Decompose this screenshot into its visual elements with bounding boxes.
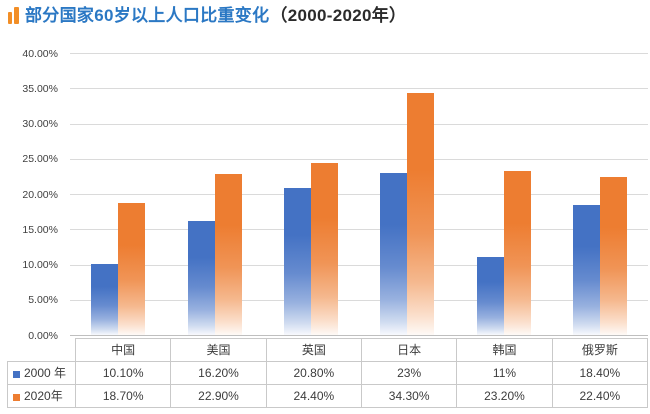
value-cell-中国-2000年: 10.10%	[74, 361, 172, 385]
y-axis-label-0: 0.00%	[28, 329, 58, 342]
value-cell-俄罗斯-2000年: 18.40%	[551, 361, 649, 385]
gridline-5	[70, 299, 648, 301]
y-axis-label-40: 40.00%	[22, 47, 58, 60]
col-header-中国: 中国	[74, 338, 172, 362]
gridline-10	[70, 264, 648, 266]
legend-label-2000年: 2000 年	[24, 366, 67, 380]
page-title: 部分国家60岁以上人口比重变化（2000-2020年）	[25, 6, 406, 26]
legend-cell-2000年: 2000 年	[7, 361, 76, 385]
bar-2000年-韩国	[476, 257, 504, 335]
bar-2020年-英国	[310, 162, 338, 335]
bar-2020年-美国	[214, 173, 242, 335]
col-header-俄罗斯: 俄罗斯	[551, 338, 649, 362]
value-cell-美国-2000年: 16.20%	[170, 361, 267, 385]
gridline-15	[70, 229, 648, 231]
value-cell-英国-2020年: 24.40%	[265, 384, 362, 408]
y-axis-label-25: 25.00%	[22, 153, 58, 166]
bar-2000年-英国	[283, 188, 311, 335]
data-table: 中国 美国 英国 日本 韩国 俄罗斯 2000 年 10.10% 16.20% 20.80% 23%…	[7, 338, 649, 408]
page-title-main: 部分国家60岁以上人口比重变化	[25, 6, 270, 25]
bar-2000年-日本	[380, 172, 408, 335]
bar-2000年-中国	[91, 263, 119, 335]
gridline-35	[70, 88, 648, 90]
bar-2020年-中国	[118, 203, 146, 335]
data-table-wrap: 中国 美国 英国 日本 韩国 俄罗斯 2000 年 10.10% 16.20% 20.80% 23%…	[7, 338, 649, 408]
legend-cell-2020年: 2020年	[7, 384, 76, 408]
bar-2020年-韩国	[503, 171, 531, 335]
title-bar-tall	[14, 7, 19, 24]
x-axis-line	[70, 335, 648, 336]
legend-label-2020年: 2020年	[24, 389, 63, 403]
y-axis-label-5: 5.00%	[28, 294, 58, 307]
legend-swatch-2000年	[13, 370, 20, 378]
gridline-40	[70, 53, 648, 54]
bar-2020年-俄罗斯	[599, 177, 627, 335]
title-bar-short	[8, 12, 12, 24]
value-cell-日本-2020年: 34.30%	[360, 384, 458, 408]
chart-header: 部分国家60岁以上人口比重变化（2000-2020年）	[8, 6, 406, 26]
y-axis-label-10: 10.00%	[22, 259, 58, 271]
table-header-row: 中国 美国 英国 日本 韩国 俄罗斯	[8, 338, 649, 362]
col-header-英国: 英国	[265, 338, 362, 362]
gridline-20	[70, 194, 648, 195]
value-cell-韩国-2020年: 23.20%	[456, 384, 553, 408]
bar-2020年-日本	[407, 93, 435, 335]
table-row-2000年: 2000 年 10.10% 16.20% 20.80% 23% 11% 18.40%	[7, 361, 649, 385]
value-cell-美国-2020年: 22.90%	[170, 384, 267, 408]
table-corner-cell	[8, 339, 76, 362]
value-cell-韩国-2000年: 11%	[456, 361, 553, 385]
y-axis-label-30: 30.00%	[22, 118, 58, 130]
y-axis-label-15: 15.00%	[22, 223, 58, 236]
bar-2000年-美国	[187, 220, 215, 335]
col-header-日本: 日本	[360, 338, 458, 362]
col-header-韩国: 韩国	[456, 338, 553, 362]
gridline-25	[70, 158, 648, 160]
gridline-30	[70, 123, 648, 125]
value-cell-日本-2000年: 23%	[360, 361, 458, 385]
y-axis-label-20: 20.00%	[22, 188, 58, 201]
value-cell-英国-2000年: 20.80%	[265, 361, 362, 385]
title-bars-icon	[8, 7, 19, 24]
page-title-period: （2000-2020年）	[270, 6, 407, 25]
legend-swatch-2020年	[13, 393, 20, 401]
value-cell-中国-2020年: 18.70%	[74, 384, 172, 408]
value-cell-俄罗斯-2020年: 22.40%	[551, 384, 649, 408]
y-axis-label-35: 35.00%	[22, 82, 58, 95]
bar-2000年-俄罗斯	[572, 205, 600, 335]
table-row-2020年: 2020年 18.70% 22.90% 24.40% 34.30% 23.20% 22.40…	[7, 384, 649, 408]
col-header-美国: 美国	[170, 338, 267, 362]
